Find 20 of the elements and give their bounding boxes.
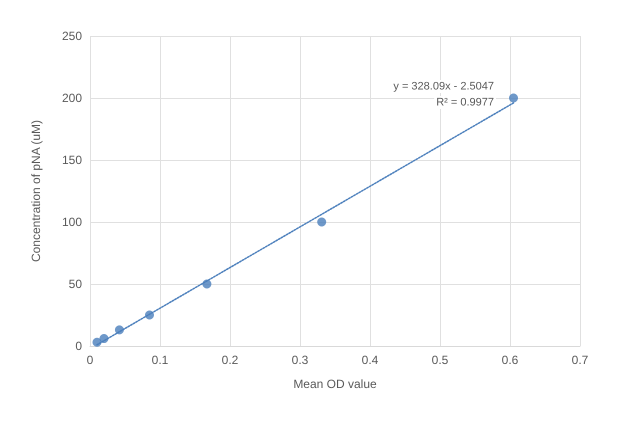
annotation: y = 328.09x - 2.5047 [393,80,494,92]
y-tick-label: 50 [68,277,82,291]
y-tick-label: 0 [75,339,82,353]
x-tick-label: 0.3 [292,353,309,367]
annotation: R² = 0.9977 [436,96,494,108]
point [509,94,518,102]
y-tick-label: 100 [62,215,82,229]
y-tick-label: 150 [62,153,82,167]
x-tick-label: 0.2 [222,353,239,367]
x-tick-label: 0.7 [572,353,589,367]
point [317,218,326,226]
x-tick-label: 0.1 [152,353,169,367]
y-tick-label: 200 [62,91,82,105]
y-axis-title: Concentration of pNA (uM) [29,120,43,262]
x-axis-title: Mean OD value [293,377,378,391]
x-tick-label: 0 [86,353,94,367]
y-tick-label: 250 [62,29,82,43]
x-tick-label: 0.4 [362,353,379,367]
x-tick-label: 0.5 [432,353,449,367]
x-tick-label: 0.6 [502,353,519,367]
